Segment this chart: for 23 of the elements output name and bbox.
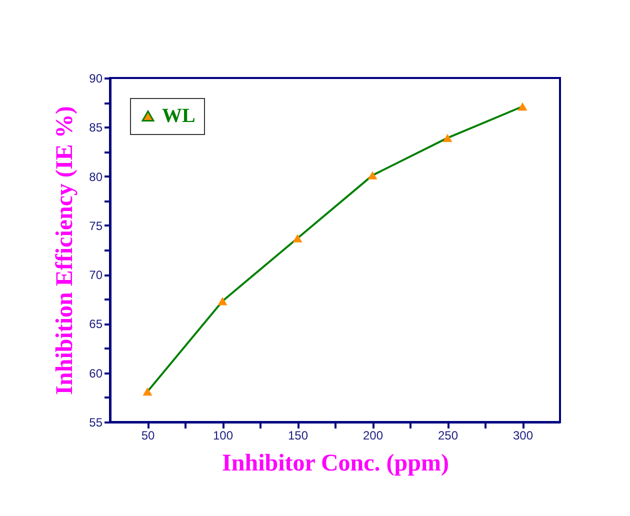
point	[292, 234, 302, 242]
y-tick-label: 90	[89, 72, 103, 86]
y-tick-label: 60	[89, 366, 103, 380]
legend-label: WL	[162, 105, 196, 127]
y-tick-label: 80	[89, 170, 103, 184]
point	[368, 171, 378, 180]
y-tick-label: 55	[89, 416, 103, 430]
y-tick-label: 70	[89, 268, 103, 282]
point	[218, 297, 228, 306]
x-tick-label: 300	[512, 428, 534, 442]
y-tick-label: 85	[89, 120, 103, 135]
x-tick-label: 150	[288, 428, 308, 442]
y-tick-label: 65	[89, 317, 103, 332]
y-tick-label: 75	[89, 218, 103, 233]
x-tick-label: 100	[212, 428, 234, 442]
x-tick-label: 200	[362, 428, 384, 442]
x-tick-label: 250	[438, 428, 458, 442]
point	[142, 387, 152, 396]
y-axis-title: Inhibition Efficiency (IE %)	[52, 106, 78, 395]
x-axis-title: Inhibitor Conc. (ppm)	[222, 450, 449, 476]
x-tick-label: 50	[141, 428, 155, 442]
point	[442, 134, 452, 142]
point	[518, 102, 528, 111]
